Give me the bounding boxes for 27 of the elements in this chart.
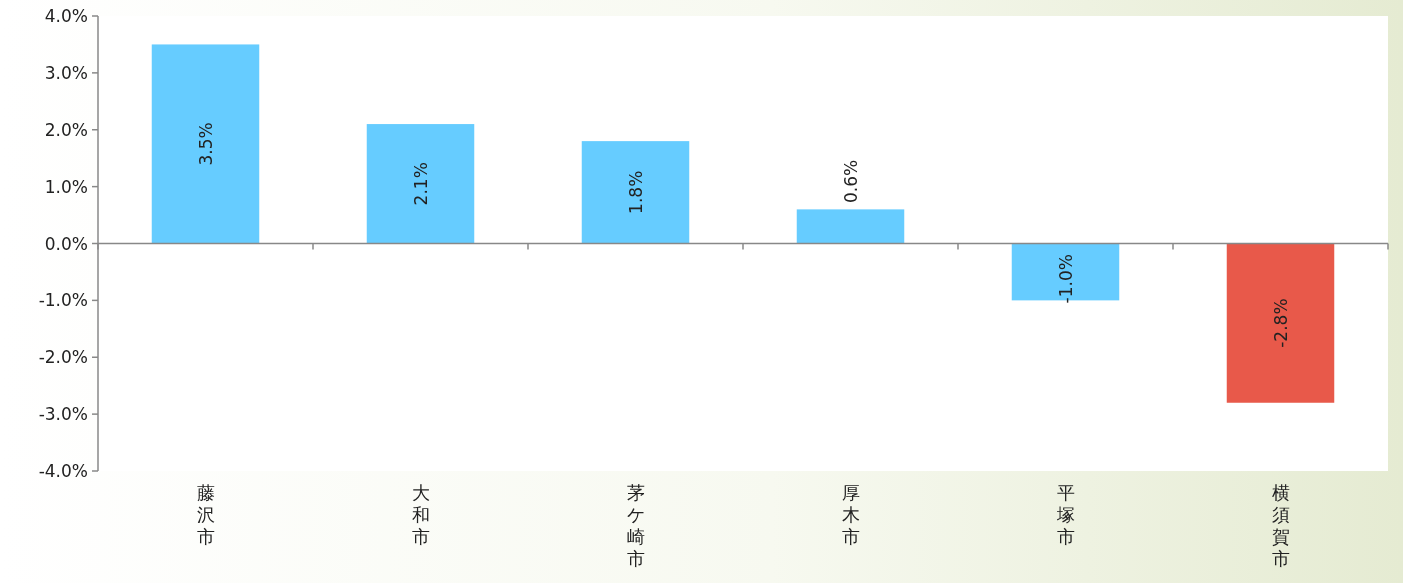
- x-tick-label: 横須賀市: [1271, 482, 1290, 569]
- bar: [1011, 243, 1120, 301]
- data-label: 3.5%: [195, 122, 216, 166]
- bar: [366, 124, 475, 244]
- x-tick-label: 厚木市: [841, 482, 860, 547]
- bar: [151, 44, 260, 244]
- y-tick-label: -2.0%: [38, 347, 88, 368]
- bar: [796, 209, 905, 244]
- x-tick-label: 茅ケ崎市: [626, 482, 645, 569]
- y-tick-label: -1.0%: [38, 290, 88, 311]
- y-tick-label: -3.0%: [38, 404, 88, 425]
- y-tick-label: 2.0%: [44, 119, 88, 140]
- x-tick-label: 藤沢市: [196, 482, 215, 547]
- data-label: 0.6%: [840, 159, 861, 203]
- x-tick-label: 大和市: [411, 482, 430, 547]
- data-label: -1.0%: [1055, 254, 1076, 304]
- bar: [1226, 243, 1335, 403]
- data-label: 2.1%: [410, 162, 431, 206]
- y-tick-label: 0.0%: [44, 233, 88, 254]
- data-label: -2.8%: [1270, 298, 1291, 348]
- y-tick-label: 3.0%: [44, 62, 88, 83]
- y-tick-label: 1.0%: [44, 176, 88, 197]
- data-label: 1.8%: [625, 170, 646, 214]
- y-tick-label: 4.0%: [44, 6, 88, 26]
- bar: [581, 141, 690, 244]
- y-tick-label: -4.0%: [38, 461, 88, 481]
- x-tick-label: 平塚市: [1055, 482, 1075, 547]
